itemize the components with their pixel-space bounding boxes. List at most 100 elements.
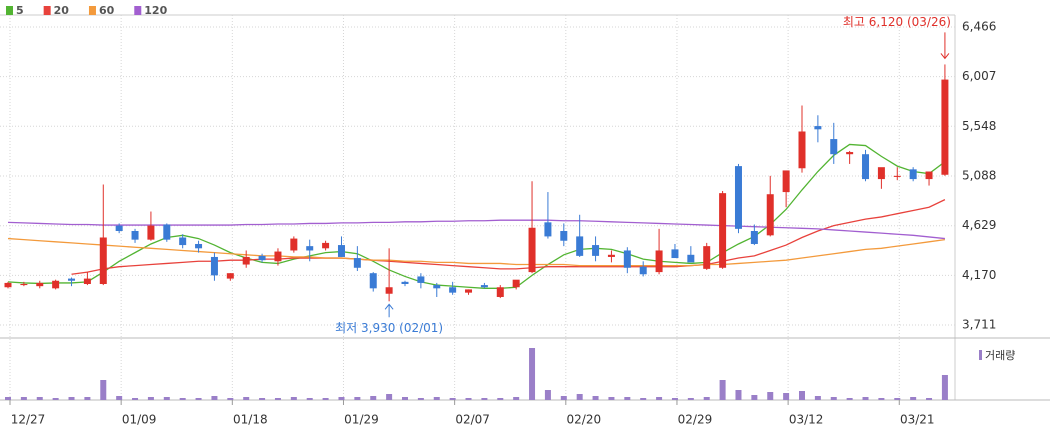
volume-bar bbox=[560, 396, 567, 400]
legend-swatch bbox=[88, 6, 96, 15]
candle-body bbox=[877, 167, 885, 180]
high-annotation: 최고 6,120 (03/26) bbox=[843, 15, 951, 29]
candle-body bbox=[703, 246, 711, 269]
candle-body bbox=[671, 249, 679, 259]
candle-body bbox=[99, 237, 107, 285]
volume-bar bbox=[68, 397, 75, 400]
x-tick-label: 02/29 bbox=[678, 413, 713, 427]
candle-body bbox=[592, 245, 600, 256]
volume-bar bbox=[735, 390, 742, 400]
candle-body bbox=[639, 266, 647, 275]
candle-body bbox=[115, 225, 123, 232]
legend-swatch bbox=[134, 6, 142, 15]
legend-label: 20 bbox=[54, 4, 70, 17]
x-tick-label: 02/20 bbox=[567, 413, 602, 427]
volume-bar bbox=[703, 397, 710, 400]
candle-body bbox=[798, 131, 806, 169]
volume-bar bbox=[687, 398, 694, 400]
volume-bar bbox=[338, 397, 345, 400]
x-tick-label: 01/09 bbox=[122, 413, 157, 427]
volume-bar bbox=[719, 380, 726, 400]
volume-bar bbox=[656, 397, 663, 400]
y-tick-label: 3,711 bbox=[962, 317, 996, 331]
volume-bar bbox=[449, 398, 456, 400]
x-tick-label: 03/21 bbox=[900, 413, 935, 427]
volume-bar bbox=[132, 398, 139, 400]
volume-bar bbox=[767, 392, 774, 400]
volume-bar bbox=[402, 397, 408, 400]
x-tick-label: 01/18 bbox=[233, 413, 268, 427]
volume-bar bbox=[640, 398, 647, 400]
volume-bar bbox=[910, 397, 917, 400]
volume-bar bbox=[894, 398, 901, 400]
candle-body bbox=[925, 171, 933, 180]
candle-body bbox=[607, 254, 615, 257]
high-arrow bbox=[940, 32, 950, 60]
volume-bar bbox=[941, 375, 948, 400]
candle-body bbox=[242, 256, 250, 265]
candle-body bbox=[369, 273, 377, 289]
volume-bar bbox=[116, 396, 123, 400]
volume-bar bbox=[211, 396, 218, 400]
candle-body bbox=[862, 154, 870, 180]
volume-bar bbox=[529, 348, 536, 400]
low-annotation: 최저 3,930 (02/01) bbox=[335, 321, 443, 335]
volume-bar bbox=[274, 398, 281, 400]
candle-body bbox=[734, 166, 742, 229]
volume-bar bbox=[481, 398, 488, 400]
candle-body bbox=[893, 175, 901, 177]
x-tick-label: 02/07 bbox=[455, 413, 490, 427]
y-tick-label: 4,170 bbox=[962, 268, 996, 282]
candle-body bbox=[290, 238, 298, 251]
candle-body bbox=[623, 250, 631, 268]
volume-bar bbox=[100, 380, 107, 400]
candle-body bbox=[655, 250, 663, 273]
volume-bar bbox=[259, 398, 266, 400]
candle-body bbox=[496, 287, 504, 297]
candle-body bbox=[719, 193, 727, 268]
candle-body bbox=[576, 236, 584, 256]
candle-body bbox=[83, 278, 91, 285]
volume-bar bbox=[227, 398, 234, 400]
candle-body bbox=[449, 287, 457, 293]
x-tick-label: 12/27 bbox=[11, 413, 46, 427]
candle-body bbox=[687, 254, 695, 263]
candle-body bbox=[909, 169, 917, 180]
candle-body bbox=[353, 258, 361, 268]
candle-body bbox=[830, 139, 838, 155]
candle-body bbox=[274, 251, 282, 262]
volume-bar bbox=[147, 397, 154, 400]
volume-bar bbox=[497, 398, 504, 400]
volume-bar bbox=[322, 398, 329, 400]
volume-bar bbox=[20, 397, 27, 400]
candle-body bbox=[179, 237, 187, 246]
legend-swatch bbox=[43, 6, 51, 15]
volume-bar bbox=[830, 397, 837, 400]
volume-bar bbox=[799, 391, 805, 400]
legend-label: 5 bbox=[16, 4, 24, 17]
low-arrow bbox=[384, 303, 394, 318]
x-tick-label: 01/29 bbox=[344, 413, 379, 427]
volume-bar bbox=[576, 394, 583, 400]
legend-swatch bbox=[6, 6, 13, 15]
volume-bar bbox=[52, 398, 59, 400]
candle-body bbox=[512, 279, 520, 288]
candle-body bbox=[258, 255, 266, 261]
volume-bar bbox=[846, 398, 853, 400]
volume-bar bbox=[386, 394, 393, 400]
y-tick-label: 6,007 bbox=[962, 69, 996, 83]
volume-bar bbox=[370, 396, 377, 400]
volume-bar bbox=[433, 397, 440, 400]
candle-body bbox=[147, 225, 155, 240]
candle-body bbox=[941, 79, 949, 175]
candle-body bbox=[131, 231, 139, 240]
volume-bar bbox=[84, 397, 91, 400]
volume-bar bbox=[179, 398, 186, 400]
volume-bar bbox=[243, 397, 250, 400]
volume-bar bbox=[592, 396, 599, 400]
volume-bar bbox=[926, 398, 933, 400]
candle-body bbox=[36, 282, 44, 287]
volume-bar bbox=[513, 397, 520, 400]
volume-bar bbox=[862, 397, 869, 400]
